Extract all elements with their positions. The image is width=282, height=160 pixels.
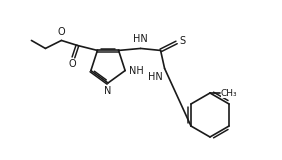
Text: O: O bbox=[69, 59, 76, 69]
Text: S: S bbox=[180, 36, 186, 46]
Text: NH: NH bbox=[129, 66, 144, 76]
Text: HN: HN bbox=[133, 34, 148, 44]
Text: N: N bbox=[104, 86, 112, 96]
Text: O: O bbox=[58, 27, 65, 37]
Text: CH₃: CH₃ bbox=[221, 88, 238, 97]
Text: HN: HN bbox=[148, 72, 163, 82]
